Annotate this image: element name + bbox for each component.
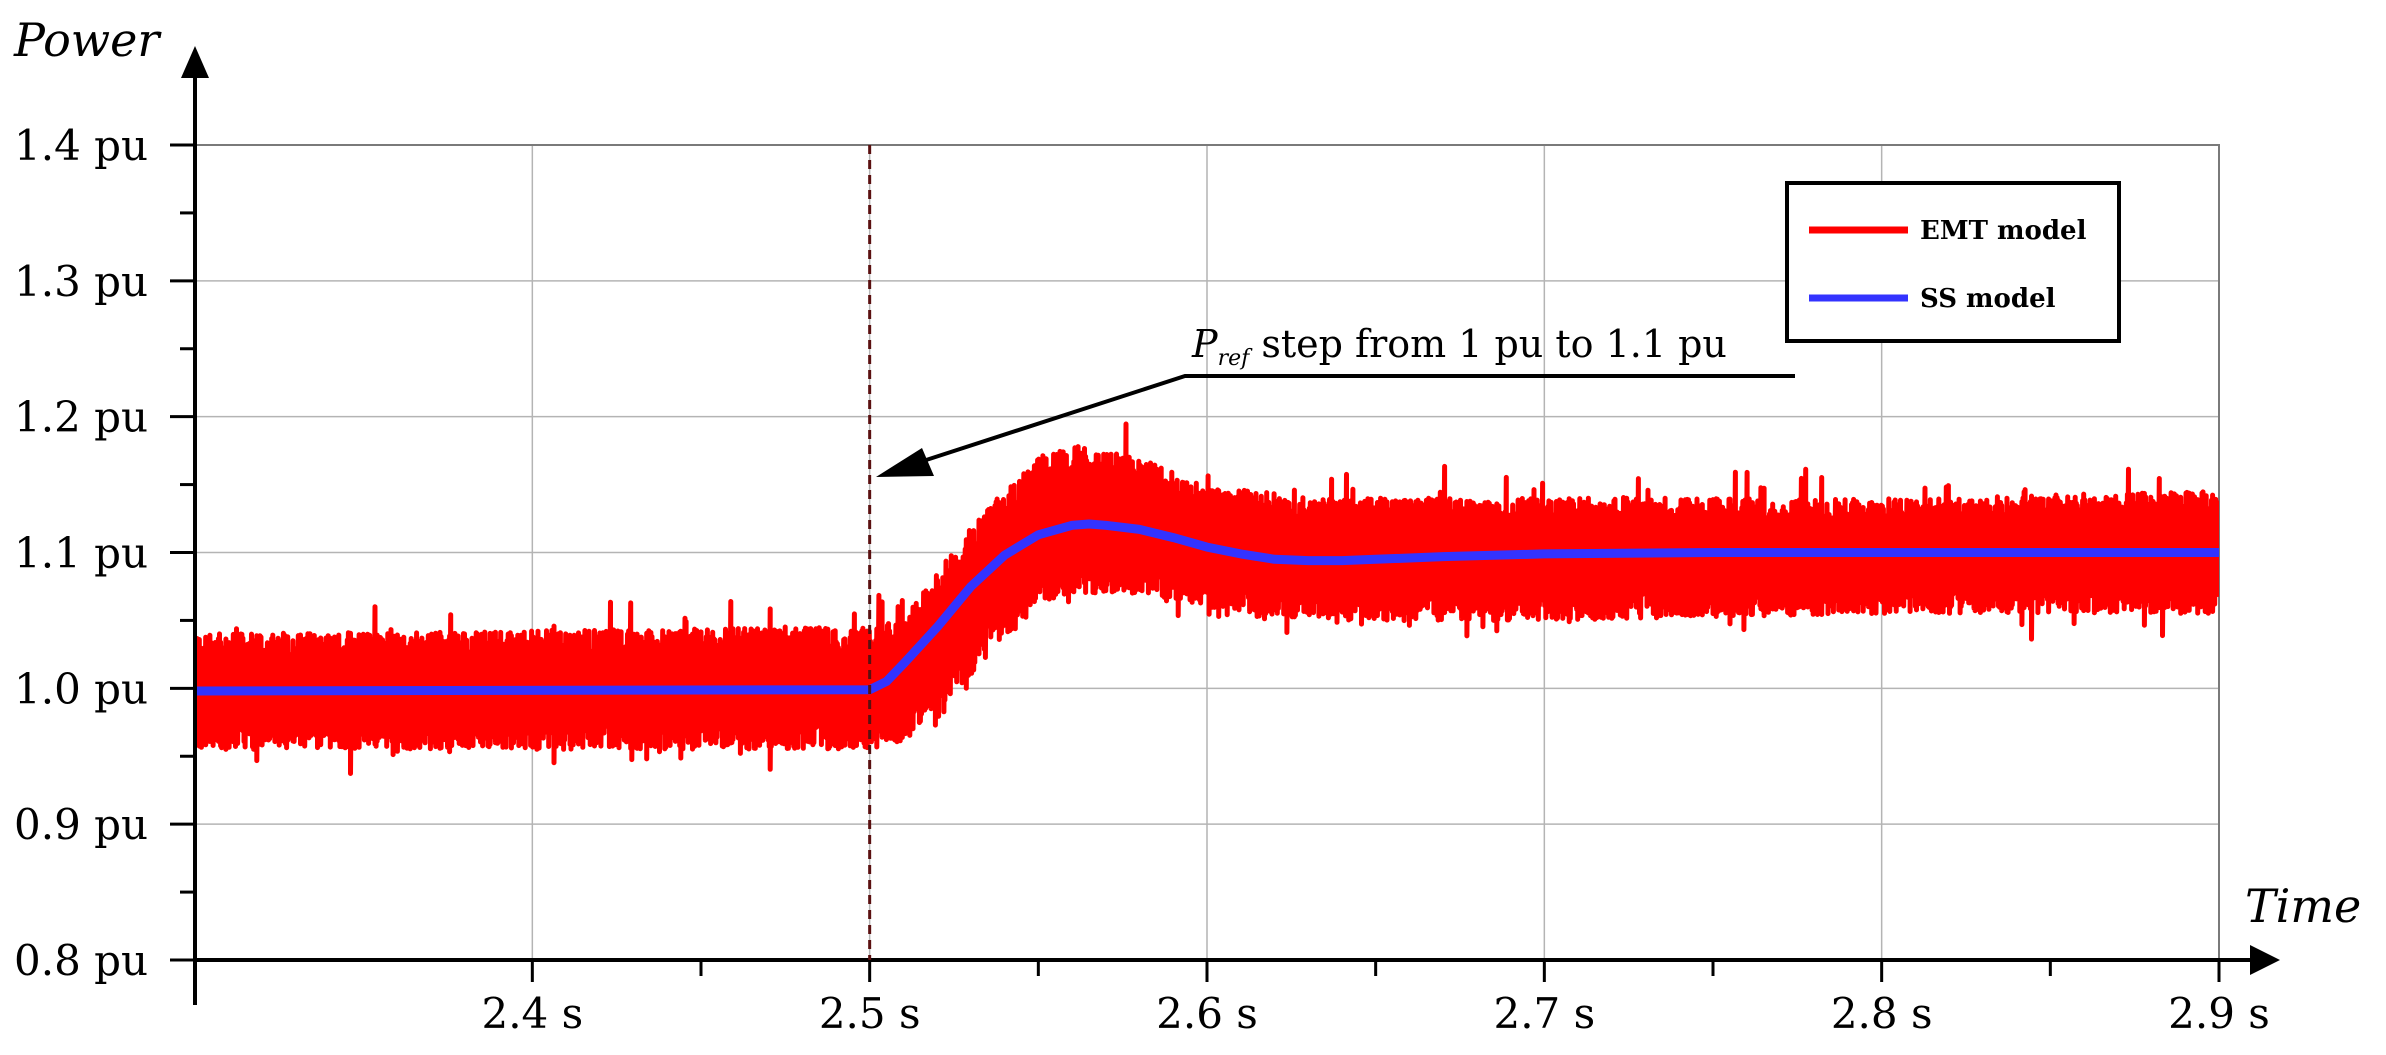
legend-label-ss: SS model — [1920, 284, 2056, 314]
x-axis-title: Time — [2245, 879, 2361, 933]
y-tick-label: 1.0 pu — [14, 664, 148, 713]
legend-box — [1785, 181, 2121, 343]
x-axis-arrowhead — [2250, 945, 2280, 975]
annotation-arrowhead — [876, 448, 934, 477]
axes: 2.4 s 2.5 s 2.6 s 2.7 s 2.8 s 2.9 s 0.8 pu 0.9 … — [13, 13, 2361, 1038]
x-tick-label: 2.4 s — [481, 989, 583, 1038]
y-tick-label: 1.4 pu — [14, 121, 148, 170]
ss-series-line — [195, 519, 2219, 696]
legend: EMT model SS model — [1785, 181, 2121, 343]
y-axis-title: Power — [13, 13, 162, 67]
data-layer — [195, 421, 2219, 776]
x-tick-label: 2.9 s — [2168, 989, 2270, 1038]
legend-label-emt: EMT model — [1920, 216, 2087, 246]
y-tick-label: 0.8 pu — [14, 936, 148, 985]
x-tick-label: 2.8 s — [1831, 989, 1933, 1038]
annotation-text: Pref step from 1 pu to 1.1 pu — [1191, 322, 1727, 371]
x-tick-label: 2.5 s — [819, 989, 921, 1038]
annotation-leader-line — [919, 374, 1795, 464]
y-tick-label: 0.9 pu — [14, 800, 148, 849]
y-tick-label: 1.3 pu — [14, 257, 148, 306]
y-axis-arrowhead — [181, 46, 209, 78]
annotation: Pref step from 1 pu to 1.1 pu — [868, 145, 1795, 960]
x-tick-label: 2.6 s — [1156, 989, 1258, 1038]
y-tick-label: 1.2 pu — [14, 393, 148, 442]
x-tick-label: 2.7 s — [1493, 989, 1595, 1038]
y-tick-label: 1.1 pu — [14, 529, 148, 578]
